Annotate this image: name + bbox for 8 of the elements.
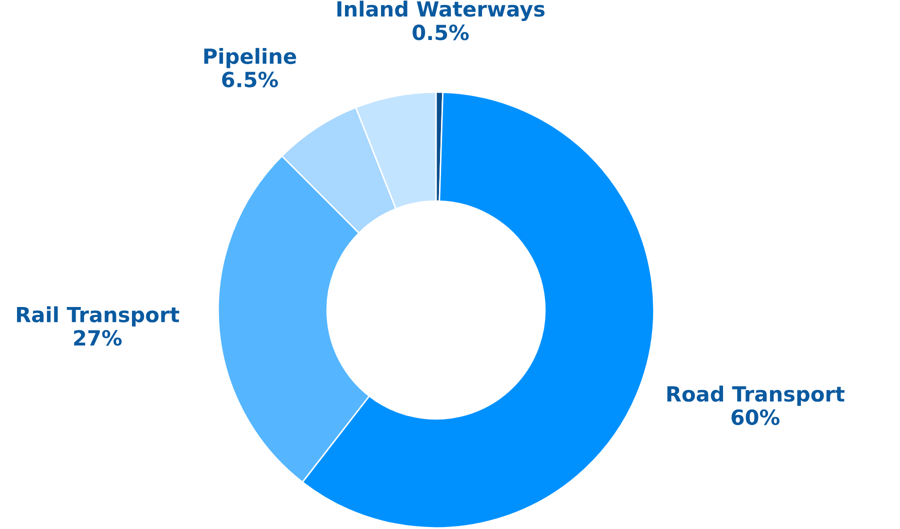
slice-label: Road Transport <box>667 386 845 406</box>
data-label: 60% <box>732 409 780 426</box>
slice-label: Pipeline <box>204 48 296 68</box>
slice-label: Inland Waterways <box>337 0 545 22</box>
data-label: 27% <box>74 330 122 346</box>
data-label: 0.5% <box>412 24 469 40</box>
slice-label: Rail Transport <box>17 306 180 326</box>
data-label: 6.5% <box>222 72 278 88</box>
